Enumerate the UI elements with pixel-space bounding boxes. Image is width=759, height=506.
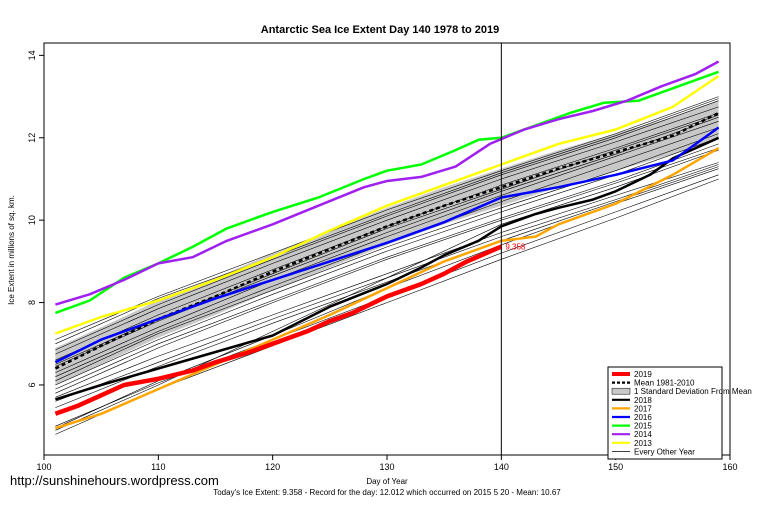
legend-label: Mean 1981-2010 bbox=[634, 379, 695, 388]
x-tick-label: 120 bbox=[265, 462, 280, 472]
series-line-2013 bbox=[54, 74, 720, 335]
other-year-line bbox=[55, 98, 719, 345]
other-year-line bbox=[55, 116, 719, 367]
other-year-line bbox=[55, 121, 719, 373]
y-axis: 6 8 10 12 14 bbox=[27, 50, 44, 387]
current-value-annotation: 9.358 bbox=[505, 243, 526, 252]
series-line-2015 bbox=[54, 70, 720, 315]
series-layer bbox=[54, 60, 720, 430]
y-tick-label: 8 bbox=[27, 300, 37, 305]
legend-label: 2019 bbox=[634, 370, 652, 379]
y-axis-label: Ice Extent in millions of sq. km. bbox=[7, 195, 16, 305]
legend-swatch bbox=[611, 387, 631, 395]
legend-label: 2013 bbox=[634, 439, 652, 448]
series-line-2017 bbox=[55, 147, 720, 430]
x-tick-label: 100 bbox=[36, 462, 51, 472]
x-tick-label: 110 bbox=[151, 462, 165, 472]
other-year-line bbox=[55, 147, 719, 394]
series-line-2016 bbox=[54, 126, 720, 364]
legend-label: 2016 bbox=[634, 413, 652, 422]
legend-label: 1 Standard Deviation From Mean bbox=[634, 387, 752, 396]
y-tick-label: 14 bbox=[27, 50, 37, 60]
other-year-line bbox=[55, 162, 719, 398]
legend-label: 2018 bbox=[634, 396, 652, 405]
legend-label: Every Other Year bbox=[634, 447, 695, 456]
x-tick-label: 140 bbox=[494, 462, 509, 472]
chart-title: Antarctic Sea Ice Extent Day 140 1978 to… bbox=[261, 24, 499, 36]
legend-label: 2014 bbox=[634, 430, 652, 439]
legend-label: 2017 bbox=[634, 404, 652, 413]
watermark-url: http://sunshinehours.wordpress.com bbox=[10, 473, 219, 488]
other-year-line bbox=[55, 149, 719, 431]
x-tick-label: 160 bbox=[722, 462, 737, 472]
y-tick-label: 12 bbox=[27, 133, 37, 143]
series-line-2018 bbox=[55, 136, 720, 401]
other-year-line bbox=[55, 96, 719, 340]
y-tick-label: 10 bbox=[27, 215, 37, 225]
other-year-line bbox=[55, 133, 719, 382]
x-tick-label: 150 bbox=[608, 462, 623, 472]
series-line-2014 bbox=[55, 60, 720, 306]
footer-stats: Today's Ice Extent: 9.358 - Record for t… bbox=[213, 488, 561, 497]
other-year-line bbox=[55, 166, 719, 408]
legend-label: 2015 bbox=[634, 422, 652, 431]
x-axis-label: Day of Year bbox=[366, 477, 408, 486]
other-year-line bbox=[55, 106, 719, 355]
x-tick-label: 130 bbox=[379, 462, 394, 472]
other-year-line bbox=[55, 100, 719, 351]
y-tick-label: 6 bbox=[27, 382, 37, 387]
other-year-line bbox=[55, 143, 719, 390]
series-line-2019 bbox=[54, 244, 503, 416]
